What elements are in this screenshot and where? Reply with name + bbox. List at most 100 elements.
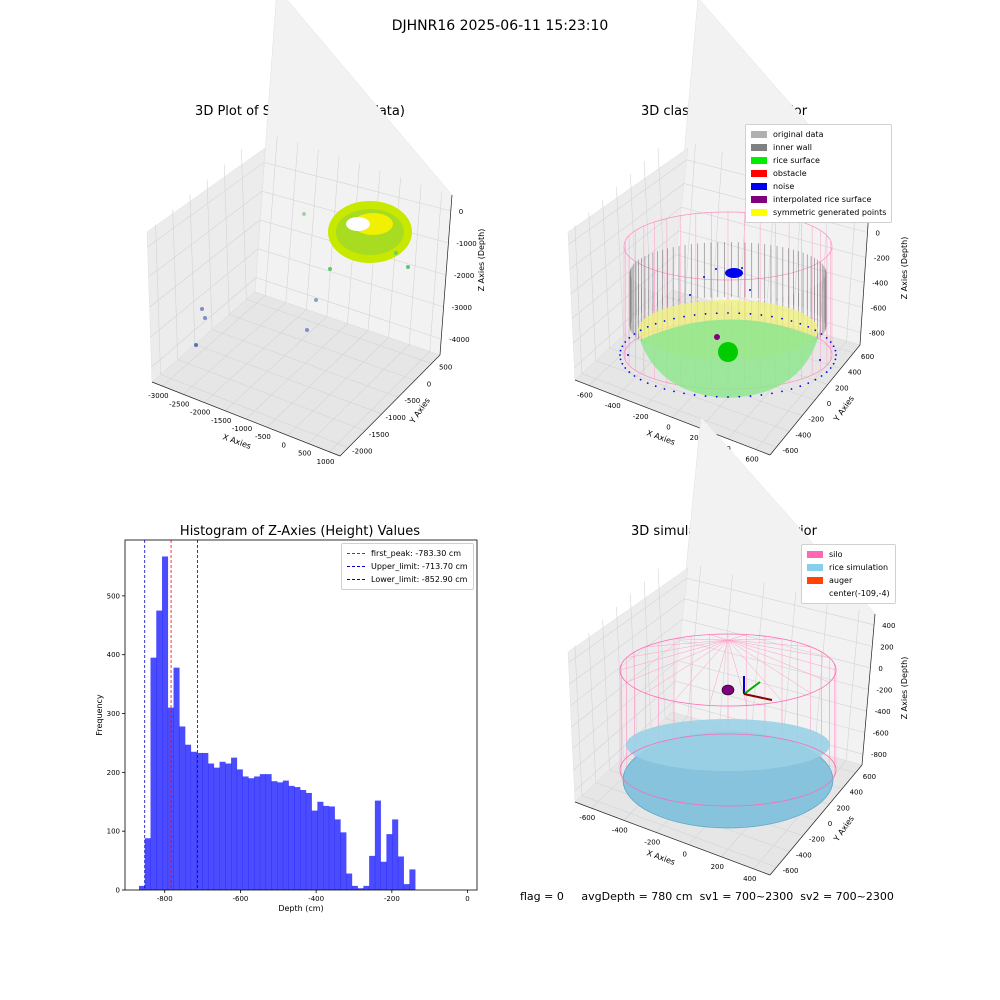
- grid-line: [151, 277, 442, 368]
- y-tick-label: -500: [404, 397, 420, 405]
- noise-point: [619, 349, 622, 352]
- noise-point: [829, 367, 832, 369]
- grid-line: [206, 179, 213, 330]
- grid-line: [574, 645, 583, 796]
- legend-swatch: [807, 551, 823, 558]
- histogram-bar: [190, 751, 197, 890]
- grid-line: [750, 583, 765, 735]
- histogram-bar: [357, 888, 364, 890]
- noise-point: [760, 314, 763, 316]
- histogram-bar: [213, 767, 220, 890]
- noise-point: [790, 388, 793, 390]
- x-tick-label: -1000: [232, 425, 252, 433]
- histogram-bar: [254, 776, 261, 890]
- histogram-ytick-label: 100: [107, 828, 120, 836]
- grid-line: [568, 577, 875, 663]
- grid-line: [657, 568, 666, 719]
- grid-line: [572, 660, 867, 749]
- legend-item: obstacle: [751, 167, 886, 180]
- figure-suptitle: DJHNR16 2025-06-11 15:23:10: [391, 18, 609, 34]
- histogram-bar: [386, 834, 393, 890]
- histogram-ytick-label: 400: [107, 651, 120, 659]
- axis-arrow-y: [743, 681, 761, 695]
- y-tick-label: -400: [796, 851, 812, 859]
- rice-simulation-top: [626, 719, 830, 771]
- x-tick-label: -1500: [211, 417, 231, 425]
- y-tick-label: 0: [828, 820, 832, 828]
- noise-point: [689, 294, 691, 296]
- grid-line: [581, 373, 777, 448]
- noise-point: [683, 392, 685, 395]
- noise-point: [621, 345, 624, 348]
- x-tick-label: 500: [298, 450, 311, 458]
- grid-line: [287, 337, 389, 436]
- z-tick-label: -600: [873, 730, 889, 738]
- y-tick-label: -400: [795, 431, 811, 439]
- noise-point: [760, 394, 763, 396]
- histogram-bar: [167, 707, 174, 890]
- legend-label: noise: [773, 182, 795, 191]
- noise-point: [693, 394, 696, 396]
- noise-point: [749, 289, 751, 291]
- noise-point: [771, 392, 773, 395]
- y-tick-label: -200: [808, 416, 824, 424]
- noise-point: [799, 322, 802, 325]
- silo-roof-wire: [727, 638, 783, 641]
- silo-roof-wire: [727, 639, 747, 706]
- y-tick-label: 0: [427, 380, 431, 388]
- noise-point: [633, 333, 636, 335]
- z-tick-label: -800: [871, 751, 887, 759]
- legend-swatch: [751, 131, 767, 138]
- y-tick-label: 200: [835, 384, 848, 392]
- grid-line: [329, 351, 430, 453]
- noise-point: [820, 375, 823, 377]
- silo-roof-wire: [626, 639, 729, 683]
- noise-point: [749, 313, 752, 315]
- z-tick-label: -400: [875, 708, 891, 716]
- legend-item: inner wall: [751, 141, 886, 154]
- x-tick-label: -600: [579, 814, 595, 822]
- grid-line: [264, 135, 278, 296]
- noise-point: [771, 315, 773, 318]
- noise-point: [624, 367, 627, 369]
- outlier-point: [302, 212, 306, 216]
- histogram-ytick-label: 500: [107, 592, 120, 600]
- y-tick-label: 400: [850, 789, 863, 797]
- noise-point: [619, 354, 621, 356]
- noise-point: [832, 345, 835, 348]
- grid-line: [573, 680, 865, 771]
- histogram-bar: [156, 610, 163, 890]
- grid-line: [211, 329, 399, 398]
- histogram-bar: [323, 805, 330, 890]
- noise-point: [738, 312, 741, 315]
- z-tick-label: -600: [871, 305, 887, 313]
- legend-swatch: [807, 577, 823, 584]
- histogram-bar: [202, 752, 209, 890]
- histogram-bar: [300, 790, 307, 890]
- x-axis-line: [574, 801, 771, 876]
- grid-line: [308, 344, 410, 444]
- histogram-ylabel: Frequency: [95, 694, 104, 736]
- noise-point: [715, 312, 718, 315]
- grid-line: [814, 600, 828, 752]
- noise-point: [663, 320, 666, 322]
- grid-line: [229, 314, 416, 381]
- legend-label: obstacle: [773, 169, 807, 178]
- histogram-bar: [380, 861, 387, 890]
- histogram-bar: [139, 885, 146, 890]
- y-tick-label: -200: [809, 836, 825, 844]
- histogram-bar: [208, 763, 215, 890]
- histogram-xlabel: Depth (cm): [278, 904, 323, 913]
- grid-line: [246, 299, 432, 364]
- noise-point: [704, 313, 707, 315]
- noise-point: [820, 333, 823, 335]
- noise-point: [738, 395, 741, 398]
- noise-point: [673, 317, 675, 320]
- silo-roof-wire: [619, 639, 729, 671]
- legend-item: rice simulation: [807, 561, 890, 574]
- outlier-point: [314, 298, 318, 302]
- legend-label: interpolated rice surface: [773, 195, 872, 204]
- legend-item-upper-limit: Upper_limit: -713.70 cm: [347, 560, 468, 573]
- classified-point-cloud: [619, 211, 837, 398]
- grid-line: [571, 639, 869, 728]
